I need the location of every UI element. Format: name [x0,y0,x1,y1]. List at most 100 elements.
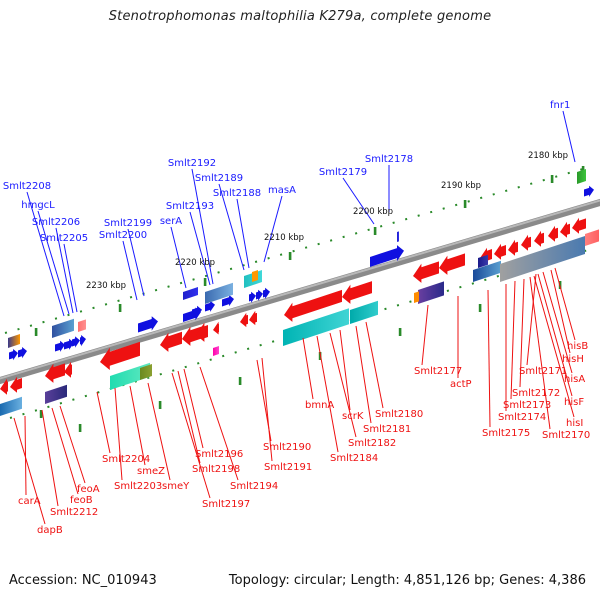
feature-block [478,254,488,268]
reverse-gene-arrow [439,253,465,275]
reverse-gene-label-smlt2173: Smlt2173 [503,400,551,411]
feature-block [140,364,152,380]
reverse-gene-label-smey: smeY [162,481,190,492]
forward-gene-block [397,231,399,242]
reverse-gene-label-cara: carA [18,496,41,507]
leader-line [550,269,571,354]
map-title: Stenotrophomonas maltophilia K279a, comp… [108,9,492,24]
leader-line [316,335,339,453]
reverse-gene-arrow [508,239,518,256]
forward-gene-label-hmgcl: hmgcL [21,200,55,211]
forward-gene-arrow [249,291,256,303]
feature-block [473,260,501,282]
forward-gene-label-smlt2205: Smlt2205 [40,233,88,244]
reverse-gene-label-smlt2171: Smlt2171 [519,366,567,377]
forward-gene-label-smlt2193: Smlt2193 [166,201,214,212]
leader-line [562,110,576,163]
backbone-highlight [0,199,600,380]
reverse-gene-arrow [342,281,372,304]
forward-gene-label-smlt2188: Smlt2188 [213,188,261,199]
leader-line [487,289,491,428]
reverse-gene-arrow [213,321,219,335]
forward-gene-arrow [584,185,594,197]
major-tick [478,304,482,312]
forward-gene-label-smlt2199: Smlt2199 [104,218,152,229]
leader-line [510,280,516,400]
major-tick [158,401,162,409]
scale-label-2190-kbp: 2190 kbp [441,181,481,191]
leader-line [63,243,78,313]
major-tick [34,328,38,336]
reverse-gene-label-smlt2174: Smlt2174 [498,412,546,423]
reverse-gene-arrow [494,243,506,260]
reverse-gene-label-bmna: bmnA [305,400,334,411]
leader-line [114,387,123,481]
leader-line [421,304,429,366]
forward-gene-label-fnr1: fnr1 [550,100,570,111]
reverse-gene-label-smlt2196: Smlt2196 [195,449,243,460]
major-tick [463,200,467,208]
feature-block [213,346,219,356]
feature-block [52,318,74,338]
leader-line [542,271,573,374]
forward-gene-arrow [370,245,404,267]
reverse-gene-arrow [100,341,140,370]
reverse-gene-arrow [548,225,558,242]
forward-gene-arrow [263,287,270,299]
forward-gene-block [577,169,586,184]
feature-block [585,229,599,246]
leader-line [218,183,245,271]
reverse-gene-label-dapb: dapB [37,525,63,536]
leader-line [537,273,573,397]
leader-line [191,168,214,285]
leader-line [302,337,314,400]
forward-gene-arrow [222,295,234,307]
reverse-scale-track [9,247,596,419]
leader-line [26,191,65,317]
leader-line [51,407,79,495]
reverse-gene-arrow [64,361,72,378]
major-tick [78,424,82,432]
leader-line [147,382,171,481]
leader-line [199,366,239,481]
leader-line [122,240,138,301]
reverse-gene-label-feob: feoB [70,495,93,506]
reverse-gene-label-smlt2191: Smlt2191 [264,462,312,473]
leader-line [236,198,250,269]
forward-gene-arrow [256,289,263,301]
reverse-gene-arrow [249,310,257,326]
major-tick [39,410,43,418]
forward-gene-arrow [138,316,158,333]
topology-text: Topology: circular; Length: 4,851,126 bp… [228,573,586,588]
feature-block [283,308,349,346]
forward-gene-label-masa: masA [268,185,296,196]
scale-label-2200-kbp: 2200 kbp [353,207,393,217]
reverse-gene-label-smlt2182: Smlt2182 [348,438,396,449]
forward-gene-arrow [192,305,202,317]
feature-block [0,396,22,416]
major-tick [288,252,292,260]
reverse-gene-label-feoa: feoA [77,484,100,495]
reverse-gene-label-smlt2175: Smlt2175 [482,428,530,439]
leader-line [13,417,46,525]
leader-line [263,195,283,263]
feature-block [414,291,419,303]
genome-backbone [0,198,600,385]
reverse-gene-arrow [160,331,182,352]
reverse-gene-arrow [196,322,208,342]
leader-line [177,370,201,464]
reverse-gene-label-smlt2194: Smlt2194 [230,481,278,492]
leader-line [59,405,86,484]
leader-line [365,321,384,409]
scale-label-2230-kbp: 2230 kbp [86,281,126,291]
reverse-gene-arrow [182,326,202,346]
leader-line [37,210,70,315]
leader-line [55,227,74,314]
leader-line [355,325,372,424]
leader-line [533,275,575,418]
leader-line [529,276,551,430]
leader-line [339,329,351,411]
forward-gene-label-smlt2192: Smlt2192 [168,158,216,169]
major-tick [550,175,554,183]
